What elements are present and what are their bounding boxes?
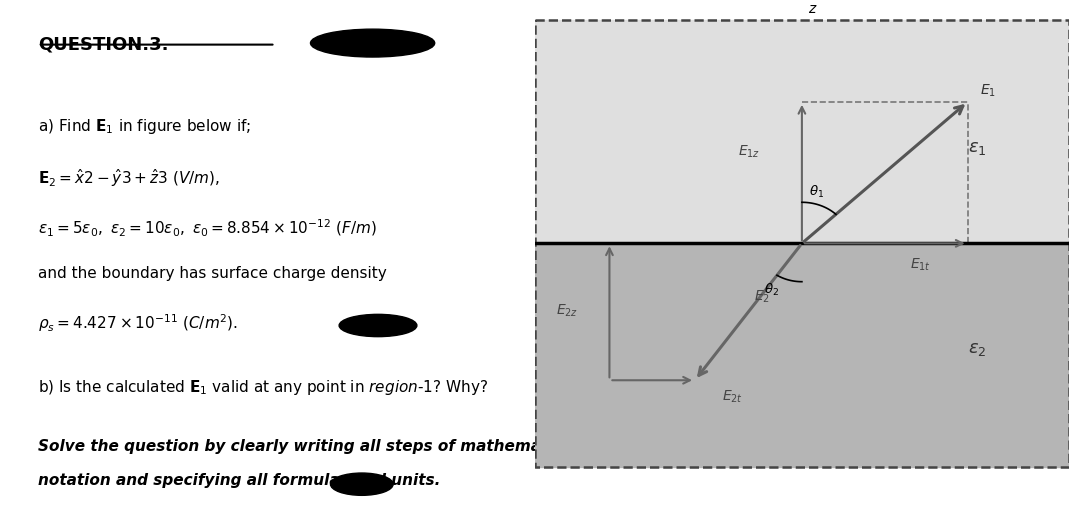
Text: $E_1$: $E_1$ bbox=[981, 83, 997, 99]
Text: $\theta_1$: $\theta_1$ bbox=[809, 184, 824, 200]
Text: $E_2$: $E_2$ bbox=[754, 289, 770, 305]
Text: $\varepsilon_1$: $\varepsilon_1$ bbox=[968, 139, 986, 157]
Text: z: z bbox=[808, 3, 815, 16]
Text: $E_{1t}$: $E_{1t}$ bbox=[909, 257, 931, 273]
Text: QUESTION.3.: QUESTION.3. bbox=[38, 35, 168, 54]
Ellipse shape bbox=[573, 379, 651, 404]
Text: b) Is the calculated $\mathbf{E}_1$ valid at any point in $\mathit{region}$-1? W: b) Is the calculated $\mathbf{E}_1$ vali… bbox=[38, 378, 488, 396]
Text: $\rho_s = 4.427 \times 10^{-11}\ (C/m^2).$: $\rho_s = 4.427 \times 10^{-11}\ (C/m^2)… bbox=[38, 312, 238, 334]
Text: $\theta_2$: $\theta_2$ bbox=[765, 281, 780, 298]
Ellipse shape bbox=[330, 473, 393, 495]
Text: and the boundary has surface charge density: and the boundary has surface charge dens… bbox=[38, 266, 387, 281]
Text: $E_{2z}$: $E_{2z}$ bbox=[556, 303, 578, 319]
Text: notation and specifying all formulas and units.: notation and specifying all formulas and… bbox=[38, 473, 441, 488]
Text: $E_{1z}$: $E_{1z}$ bbox=[738, 143, 760, 160]
Bar bbox=[535, 20, 1069, 243]
Ellipse shape bbox=[311, 29, 434, 57]
Bar bbox=[535, 243, 1069, 467]
Text: $\varepsilon_2$: $\varepsilon_2$ bbox=[968, 340, 986, 358]
Text: a) Find $\mathbf{E}_1$ in figure below if;: a) Find $\mathbf{E}_1$ in figure below i… bbox=[38, 117, 251, 135]
Ellipse shape bbox=[339, 314, 417, 337]
Text: Solve the question by clearly writing all steps of mathematical operations with : Solve the question by clearly writing al… bbox=[38, 439, 785, 454]
Text: $\varepsilon_1 = 5\varepsilon_0,\ \varepsilon_2 = 10\varepsilon_0,\ \varepsilon_: $\varepsilon_1 = 5\varepsilon_0,\ \varep… bbox=[38, 218, 377, 239]
Text: $E_{2t}$: $E_{2t}$ bbox=[721, 388, 743, 405]
Text: $\mathbf{E}_2 = \hat{x}2 - \hat{y}3 + \hat{z}3\ (V/m),$: $\mathbf{E}_2 = \hat{x}2 - \hat{y}3 + \h… bbox=[38, 167, 219, 189]
